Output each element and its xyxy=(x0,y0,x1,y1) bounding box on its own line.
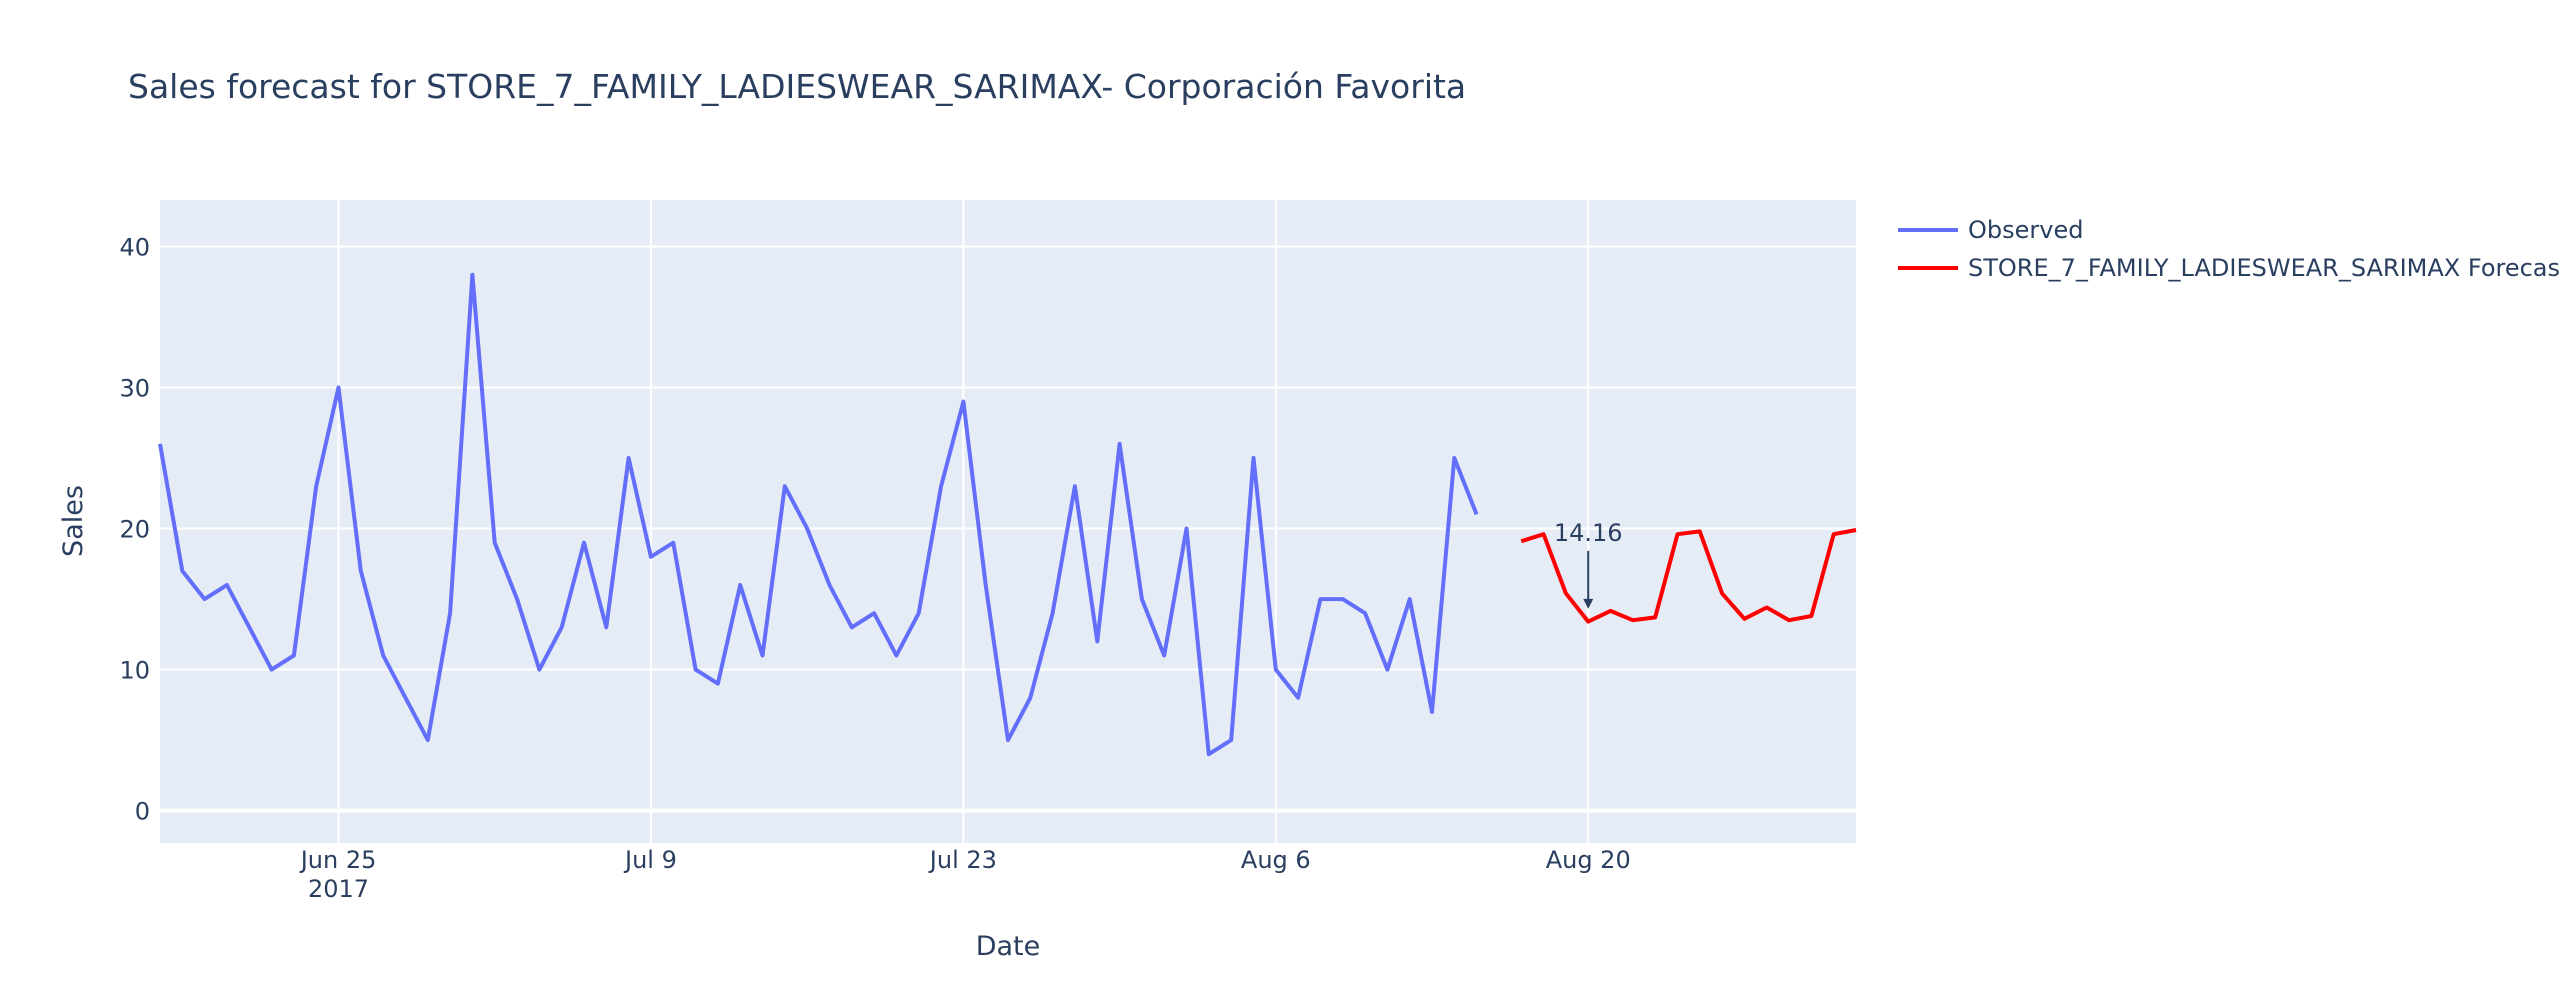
y-tick-labels: 0 10 20 30 40 xyxy=(119,234,150,826)
x-tick-label: Jul 9 xyxy=(623,846,677,874)
x-gridlines xyxy=(337,200,1590,843)
legend-item-observed[interactable]: Observed xyxy=(1898,216,2083,244)
y-tick-label: 20 xyxy=(119,516,150,544)
legend[interactable]: Observed STORE_7_FAMILY_LADIESWEAR_SARIMA… xyxy=(1898,216,2560,282)
annotation-label: 14.16 xyxy=(1554,519,1623,547)
x-axis-title: Date xyxy=(976,931,1041,962)
x-tick-label: Jun 25 xyxy=(299,846,377,874)
legend-label: STORE_7_FAMILY_LADIESWEAR_SARIMAX Foreca… xyxy=(1968,254,2560,282)
annotation-arrowhead xyxy=(1583,598,1594,609)
series-line-forecast xyxy=(1520,528,1857,624)
y-gridlines xyxy=(160,245,1856,813)
x-tick-label: Jul 23 xyxy=(928,846,997,874)
y-tick-label: 40 xyxy=(119,234,150,262)
x-tick-label: Aug 20 xyxy=(1546,846,1631,874)
chart-title: Sales forecast for STORE_7_FAMILY_LADIES… xyxy=(128,67,1466,106)
y-axis-title: Sales xyxy=(58,485,89,557)
annotations: 14.16 xyxy=(1554,519,1623,609)
y-tick-label: 10 xyxy=(119,657,150,685)
y-tick-label: 0 xyxy=(135,798,150,826)
legend-item-forecast[interactable]: STORE_7_FAMILY_LADIESWEAR_SARIMAX Foreca… xyxy=(1898,254,2560,282)
series-line-observed xyxy=(158,272,1479,757)
x-tick-label: Aug 6 xyxy=(1241,846,1311,874)
legend-label: Observed xyxy=(1968,216,2083,244)
y-tick-label: 30 xyxy=(119,375,150,403)
series-lines xyxy=(158,272,1857,757)
x-tick-sublabel: 2017 xyxy=(308,875,369,903)
